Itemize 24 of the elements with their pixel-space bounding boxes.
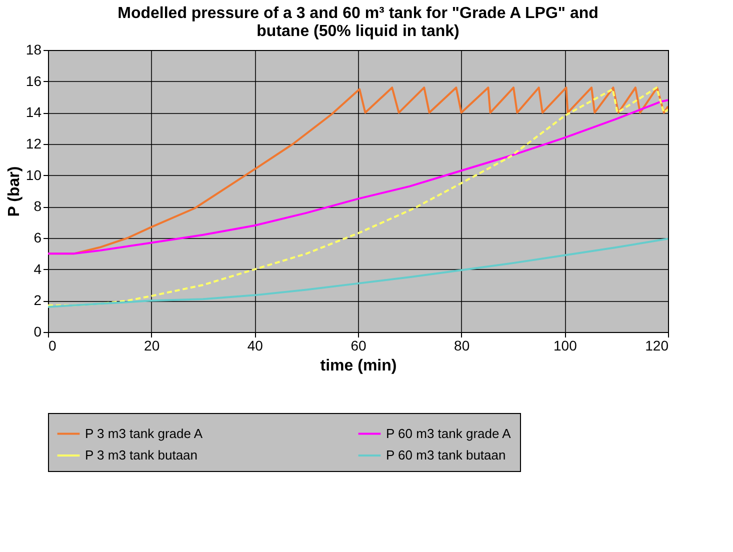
- y-tick-label: 14: [26, 104, 42, 120]
- y-tick-label: 2: [34, 292, 42, 308]
- x-tick-label: 120: [645, 338, 669, 354]
- x-tick-label: 100: [553, 338, 578, 354]
- x-tick-label: 40: [247, 338, 264, 354]
- x-axis-title: time (min): [320, 358, 397, 374]
- chart-title: Modelled pressure of a 3 and 60 m³ tank for "Grade A LPG" and butane (50% liquid in tank): [118, 5, 598, 40]
- y-tick-label: 0: [34, 324, 42, 340]
- y-tick-label: 12: [26, 136, 42, 152]
- y-tick-label: 6: [34, 230, 42, 246]
- x-tick-label: 60: [350, 338, 366, 354]
- legend-label: P 3 m3 tank grade A: [85, 426, 203, 441]
- x-tick-label: 0: [48, 338, 56, 354]
- x-tick-label: 20: [144, 338, 160, 354]
- y-tick-label: 18: [26, 42, 42, 58]
- y-axis-title: P (bar): [6, 166, 23, 217]
- legend-label: P 60 m3 tank grade A: [386, 426, 512, 441]
- y-tick-label: 4: [34, 260, 42, 277]
- y-tick-label: 8: [34, 198, 42, 214]
- legend-label: P 60 m3 tank butaan: [386, 448, 506, 462]
- y-tick-label: 16: [26, 72, 42, 89]
- y-tick-label: 10: [26, 166, 42, 183]
- x-tick-label: 80: [454, 338, 470, 354]
- legend-label: P 3 m3 tank butaan: [85, 448, 198, 462]
